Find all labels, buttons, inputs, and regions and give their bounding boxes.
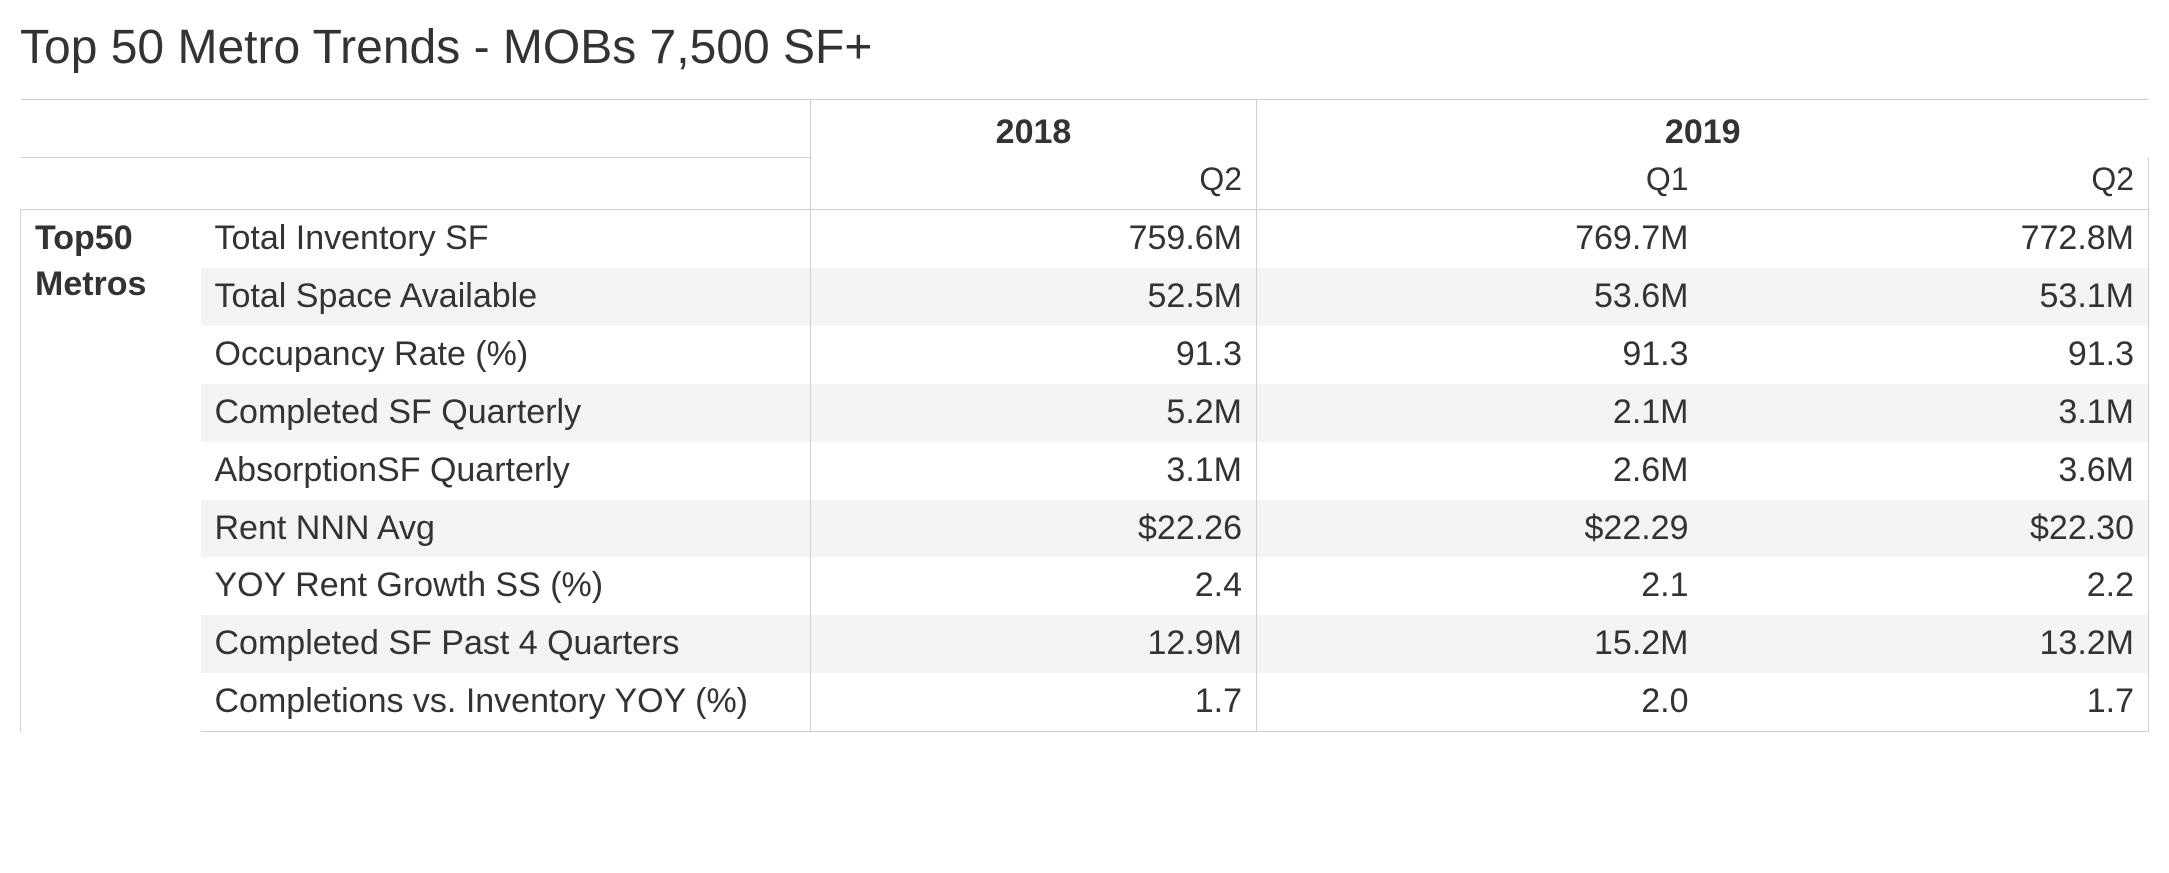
- metric-label: AbsorptionSF Quarterly: [201, 442, 811, 500]
- table-row: Top50 Metros Total Inventory SF 759.6M 7…: [21, 210, 2149, 268]
- metric-label: Completed SF Quarterly: [201, 384, 811, 442]
- metro-trends-table: 2018 2019 Q2 Q1 Q2 Top50 Metros Total In…: [20, 99, 2149, 732]
- cell-value: 91.3: [1703, 326, 2149, 384]
- cell-value: 2.6M: [1257, 442, 1703, 500]
- quarter-q2-2018: Q2: [811, 158, 1257, 210]
- header-blank: [21, 158, 811, 210]
- cell-value: 759.6M: [811, 210, 1257, 268]
- cell-value: 1.7: [811, 673, 1257, 731]
- metric-label: YOY Rent Growth SS (%): [201, 557, 811, 615]
- table-row: Total Space Available 52.5M 53.6M 53.1M: [21, 268, 2149, 326]
- cell-value: 15.2M: [1257, 615, 1703, 673]
- cell-value: 769.7M: [1257, 210, 1703, 268]
- header-blank: [21, 100, 811, 158]
- cell-value: 2.4: [811, 557, 1257, 615]
- table-row: Occupancy Rate (%) 91.3 91.3 91.3: [21, 326, 2149, 384]
- metric-label: Total Space Available: [201, 268, 811, 326]
- cell-value: 53.6M: [1257, 268, 1703, 326]
- cell-value: 1.7: [1703, 673, 2149, 731]
- cell-value: 5.2M: [811, 384, 1257, 442]
- table-row: YOY Rent Growth SS (%) 2.4 2.1 2.2: [21, 557, 2149, 615]
- page-title: Top 50 Metro Trends - MOBs 7,500 SF+: [20, 20, 2149, 99]
- cell-value: $22.26: [811, 500, 1257, 558]
- metric-label: Rent NNN Avg: [201, 500, 811, 558]
- metric-label: Occupancy Rate (%): [201, 326, 811, 384]
- category-label: Top50 Metros: [21, 210, 201, 732]
- cell-value: 53.1M: [1703, 268, 2149, 326]
- metric-label: Completed SF Past 4 Quarters: [201, 615, 811, 673]
- metric-label: Completions vs. Inventory YOY (%): [201, 673, 811, 731]
- quarter-q1-2019: Q1: [1257, 158, 1703, 210]
- cell-value: $22.29: [1257, 500, 1703, 558]
- category-line1: Top50: [35, 219, 133, 257]
- cell-value: 3.1M: [1703, 384, 2149, 442]
- cell-value: 2.1M: [1257, 384, 1703, 442]
- cell-value: 3.1M: [811, 442, 1257, 500]
- cell-value: 772.8M: [1703, 210, 2149, 268]
- cell-value: 3.6M: [1703, 442, 2149, 500]
- cell-value: 12.9M: [811, 615, 1257, 673]
- table-header-quarters: Q2 Q1 Q2: [21, 158, 2149, 210]
- cell-value: $22.30: [1703, 500, 2149, 558]
- cell-value: 2.1: [1257, 557, 1703, 615]
- metric-label: Total Inventory SF: [201, 210, 811, 268]
- cell-value: 2.2: [1703, 557, 2149, 615]
- table-row: AbsorptionSF Quarterly 3.1M 2.6M 3.6M: [21, 442, 2149, 500]
- table-row: Completed SF Quarterly 5.2M 2.1M 3.1M: [21, 384, 2149, 442]
- cell-value: 91.3: [811, 326, 1257, 384]
- cell-value: 91.3: [1257, 326, 1703, 384]
- year-2018: 2018: [811, 100, 1257, 158]
- year-2019: 2019: [1257, 100, 2149, 158]
- table-row: Completed SF Past 4 Quarters 12.9M 15.2M…: [21, 615, 2149, 673]
- table-header-years: 2018 2019: [21, 100, 2149, 158]
- category-line2: Metros: [35, 265, 146, 303]
- cell-value: 52.5M: [811, 268, 1257, 326]
- table-row: Completions vs. Inventory YOY (%) 1.7 2.…: [21, 673, 2149, 731]
- table-row: Rent NNN Avg $22.26 $22.29 $22.30: [21, 500, 2149, 558]
- quarter-q2-2019: Q2: [1703, 158, 2149, 210]
- cell-value: 13.2M: [1703, 615, 2149, 673]
- cell-value: 2.0: [1257, 673, 1703, 731]
